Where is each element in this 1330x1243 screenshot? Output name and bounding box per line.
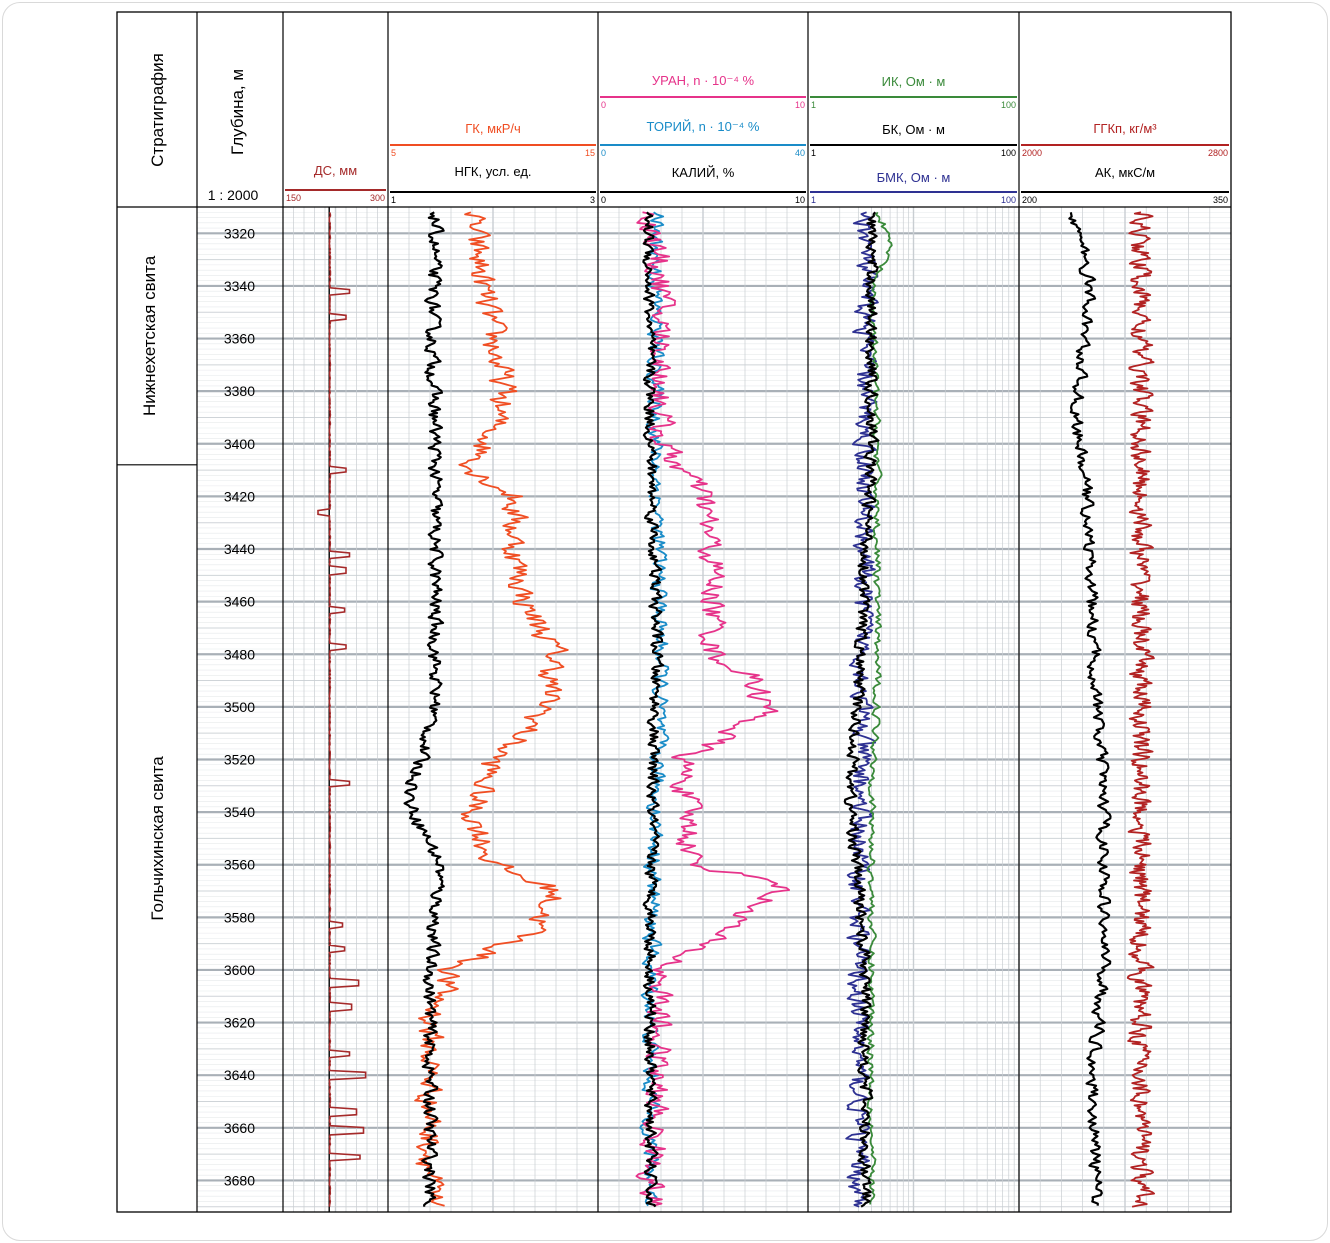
gk-curve (414, 211, 569, 1207)
bk-min: 1 (811, 148, 816, 158)
depth-tick-label: 3640 (224, 1067, 255, 1083)
table-border (116, 11, 1232, 1213)
formation-label-1: Нижнехетская свита (140, 255, 159, 416)
depth-tick-label: 3460 (224, 594, 255, 610)
k-label: КАЛИЙ, % (672, 165, 735, 180)
bmk-label: БМК, Ом · м (877, 170, 951, 185)
depth-tick-label: 3580 (224, 909, 255, 925)
depth-tick-label: 3560 (224, 857, 255, 873)
ik-min: 1 (811, 100, 816, 110)
k-max: 10 (795, 195, 805, 205)
depth-tick-label: 3520 (224, 751, 255, 767)
depth-tick-label: 3340 (224, 278, 255, 294)
depth-tick-label: 3500 (224, 699, 255, 715)
gk-max: 15 (585, 148, 595, 158)
ds-label: ДС, мм (314, 163, 357, 178)
depth-axis: 3320 3340 3360 3380 3400 3420 3440 3460 3480 3500… (224, 225, 255, 1188)
depth-tick-label: 3540 (224, 804, 255, 820)
table-lines (116, 11, 1232, 1213)
ik-label: ИК, Ом · м (882, 74, 946, 89)
depth-tick-label: 3380 (224, 383, 255, 399)
ak-min: 200 (1022, 195, 1037, 205)
depth-tick-label: 3420 (224, 488, 255, 504)
gk-label: ГК, мкР/ч (465, 121, 521, 136)
depth-tick-label: 3680 (224, 1172, 255, 1188)
ngk-curve (403, 211, 445, 1207)
th-min: 0 (601, 148, 606, 158)
ngk-max: 3 (590, 195, 595, 205)
ak-max: 350 (1213, 195, 1228, 205)
ak-label: АК, мкС/м (1095, 165, 1155, 180)
th-label: ТОРИЙ, n · 10⁻⁴ % (647, 119, 760, 134)
potassium-curve (642, 211, 665, 1208)
ds-min: 150 (286, 193, 301, 203)
u-label: УРАН, n · 10⁻⁴ % (652, 73, 755, 88)
depth-header: Глубина, м (228, 69, 247, 155)
depth-tick-label: 3320 (224, 225, 255, 241)
ds-curve (317, 211, 367, 1207)
grid-lines (197, 206, 1231, 1212)
bmk-max: 100 (1001, 195, 1016, 205)
scale-label: 1 : 2000 (208, 187, 259, 203)
depth-tick-label: 3480 (224, 646, 255, 662)
ik-max: 100 (1001, 100, 1016, 110)
bk-curve (843, 211, 880, 1208)
bk-max: 100 (1001, 148, 1016, 158)
u-min: 0 (601, 100, 606, 110)
bk-label: БК, Ом · м (882, 122, 945, 137)
ik-curve (866, 211, 893, 1205)
depth-tick-label: 3600 (224, 962, 255, 978)
strat-header: Стратиграфия (148, 53, 167, 167)
depth-tick-label: 3440 (224, 541, 255, 557)
ngk-min: 1 (391, 195, 396, 205)
ak-curve (1068, 212, 1112, 1206)
ggk-min: 2000 (1022, 148, 1042, 158)
bmk-min: 1 (811, 195, 816, 205)
gk-min: 5 (391, 148, 396, 158)
formation-label-2: Гольчихинская свита (148, 756, 167, 921)
ggk-label: ГГКп, кг/м³ (1093, 121, 1157, 136)
bmk-curve (845, 211, 879, 1208)
ggk-max: 2800 (1208, 148, 1228, 158)
u-max: 10 (795, 100, 805, 110)
header-group: Стратиграфия Глубина, м 1 : 2000 Нижнехетск… (140, 53, 1229, 921)
ngk-label: НГК, усл. ед. (454, 164, 531, 179)
depth-tick-label: 3400 (224, 436, 255, 452)
ggk-curve (1126, 211, 1155, 1208)
k-min: 0 (601, 195, 606, 205)
depth-tick-label: 3660 (224, 1120, 255, 1136)
ds-max: 300 (370, 193, 385, 203)
depth-tick-label: 3360 (224, 331, 255, 347)
th-max: 40 (795, 148, 805, 158)
depth-tick-label: 3620 (224, 1015, 255, 1031)
